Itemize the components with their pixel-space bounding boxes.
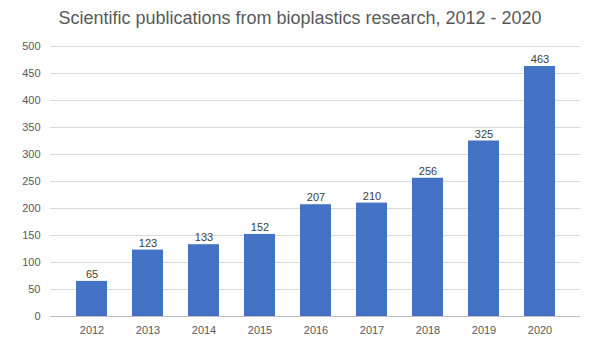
svg-text:200: 200: [22, 202, 40, 214]
svg-text:210: 210: [363, 190, 381, 202]
svg-text:0: 0: [34, 310, 40, 322]
svg-text:250: 250: [22, 175, 40, 187]
svg-text:463: 463: [531, 53, 549, 65]
svg-text:150: 150: [22, 229, 40, 241]
svg-text:152: 152: [251, 221, 269, 233]
svg-text:2015: 2015: [248, 324, 272, 336]
svg-text:300: 300: [22, 148, 40, 160]
svg-text:2019: 2019: [472, 324, 496, 336]
svg-text:2013: 2013: [136, 324, 160, 336]
svg-text:2017: 2017: [360, 324, 384, 336]
svg-text:133: 133: [195, 231, 213, 243]
svg-text:50: 50: [28, 283, 40, 295]
svg-text:500: 500: [22, 40, 40, 52]
svg-text:350: 350: [22, 121, 40, 133]
svg-text:65: 65: [86, 268, 98, 280]
svg-text:325: 325: [475, 128, 493, 140]
svg-text:2016: 2016: [304, 324, 328, 336]
svg-text:2018: 2018: [416, 324, 440, 336]
svg-text:256: 256: [419, 165, 437, 177]
svg-text:2020: 2020: [528, 324, 552, 336]
svg-text:2012: 2012: [80, 324, 104, 336]
svg-text:100: 100: [22, 256, 40, 268]
svg-text:400: 400: [22, 94, 40, 106]
svg-text:2014: 2014: [192, 324, 216, 336]
svg-text:123: 123: [139, 237, 157, 249]
html-text:Scientific publications from b: Scientific publications from bioplastics…: [58, 8, 542, 28]
svg-text:450: 450: [22, 67, 40, 79]
svg-text:207: 207: [307, 191, 325, 203]
